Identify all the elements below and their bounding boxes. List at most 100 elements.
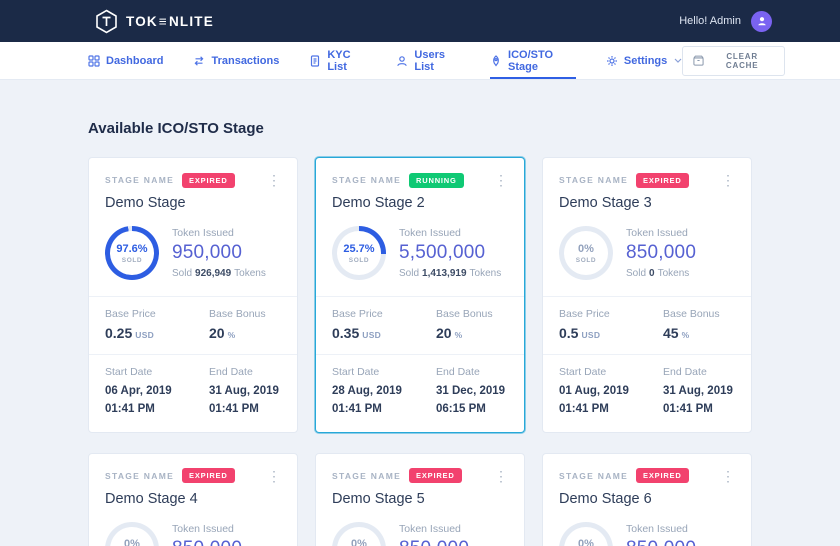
- nav-item-label: Dashboard: [106, 54, 164, 67]
- start-date-label: Start Date: [559, 366, 607, 378]
- user-icon: [396, 55, 408, 67]
- nav-item-label: ICO/STO Stage: [508, 48, 554, 73]
- brand-logo[interactable]: TOK ≡ NLITE: [95, 9, 214, 34]
- sold-tokens-line: Sold 0 Tokens: [626, 268, 690, 279]
- status-badge: EXPIRED: [409, 468, 462, 484]
- stage-name-label: STAGE NAME: [332, 470, 402, 481]
- nav-item-label: Settings: [623, 54, 668, 67]
- kebab-menu-icon[interactable]: ⋮: [721, 172, 735, 188]
- token-issued-value: 850,000: [399, 538, 469, 546]
- transactions-icon: [193, 55, 205, 67]
- token-issued-label: Token Issued: [172, 227, 234, 239]
- base-price-value: 0.35 USD: [332, 325, 382, 341]
- stage-card: STAGE NAME EXPIRED ⋮ Demo Stage 3 0% SOL…: [542, 157, 752, 433]
- kebab-menu-icon[interactable]: ⋮: [267, 172, 281, 188]
- nav-item-ico-sto-stage[interactable]: ICO/STO Stage: [490, 42, 576, 79]
- clear-cache-button[interactable]: CLEAR CACHE: [682, 45, 785, 76]
- token-issued-label: Token Issued: [399, 227, 461, 239]
- nav-item-label: Users List: [414, 48, 445, 73]
- status-badge: EXPIRED: [636, 468, 689, 484]
- token-issued-value: 5,500,000: [399, 242, 486, 263]
- base-price-label: Base Price: [105, 308, 156, 320]
- person-icon: [756, 15, 768, 27]
- kebab-menu-icon[interactable]: ⋮: [494, 467, 508, 484]
- status-badge: RUNNING: [409, 172, 464, 188]
- base-bonus-label: Base Bonus: [436, 308, 493, 320]
- stage-card: STAGE NAME RUNNING ⋮ Demo Stage 2 25.7% …: [315, 157, 525, 433]
- gear-icon: [606, 55, 618, 67]
- percent-sold-value: 0%: [578, 242, 594, 255]
- percent-sold-value: 0%: [578, 538, 594, 546]
- status-badge: EXPIRED: [182, 468, 235, 484]
- nav-item-users-list[interactable]: Users List: [396, 42, 460, 79]
- progress-ring: 0% SOLD: [332, 521, 386, 546]
- end-date-label: End Date: [663, 366, 707, 378]
- stage-title: Demo Stage 5: [332, 490, 425, 507]
- stage-title: Demo Stage: [105, 195, 186, 211]
- sold-tokens-line: Sold 926,949 Tokens: [172, 268, 266, 279]
- document-icon: [309, 54, 321, 67]
- percent-sold-value: 97.6%: [116, 242, 148, 255]
- top-header: TOK ≡ NLITE Hello! Admin: [0, 0, 840, 42]
- nav-item-dashboard[interactable]: Dashboard: [88, 42, 163, 79]
- nav-item-label: Transactions: [211, 54, 280, 67]
- progress-ring: 0% SOLD: [105, 521, 159, 546]
- base-price-value: 0.25 USD: [105, 325, 155, 341]
- progress-ring: 0% SOLD: [559, 521, 613, 546]
- base-bonus-value: 20%: [209, 325, 236, 341]
- token-issued-value: 850,000: [626, 242, 697, 263]
- end-date-label: End Date: [209, 366, 253, 378]
- progress-ring: 97.6% SOLD: [105, 226, 159, 280]
- stage-card-grid: STAGE NAME EXPIRED ⋮ Demo Stage 97.6% SO…: [88, 157, 752, 546]
- base-bonus-label: Base Bonus: [663, 308, 720, 320]
- start-date-value: 06 Apr, 2019 01:41 PM: [105, 385, 172, 415]
- end-date-label: End Date: [436, 366, 480, 378]
- nav-item-kyc-list[interactable]: KYC List: [309, 42, 366, 79]
- token-issued-label: Token Issued: [626, 522, 688, 535]
- stage-name-label: STAGE NAME: [559, 175, 629, 185]
- end-date-value: 31 Aug, 2019 01:41 PM: [209, 385, 279, 415]
- sold-caption: SOLD: [121, 256, 143, 264]
- base-bonus-value: 45%: [663, 325, 690, 341]
- brand-name: TOK ≡ NLITE: [126, 13, 214, 29]
- progress-ring: 25.7% SOLD: [332, 226, 386, 280]
- user-avatar[interactable]: [751, 10, 772, 32]
- base-price-value: 0.5 USD: [559, 325, 601, 341]
- percent-sold-value: 0%: [124, 538, 140, 546]
- stage-title: Demo Stage 4: [105, 490, 198, 507]
- main-content: Available ICO/STO Stage STAGE NAME EXPIR…: [0, 80, 840, 546]
- sold-tokens-line: Sold 1,413,919 Tokens: [399, 268, 502, 279]
- stage-card: STAGE NAME EXPIRED ⋮ Demo Stage 6 0% SOL…: [542, 452, 752, 546]
- cache-box-icon: [693, 55, 704, 66]
- nav-item-label: KYC List: [327, 48, 351, 73]
- base-price-label: Base Price: [559, 308, 610, 320]
- start-date-label: Start Date: [105, 366, 153, 378]
- stage-name-label: STAGE NAME: [332, 175, 402, 185]
- stage-name-label: STAGE NAME: [105, 470, 175, 481]
- status-badge: EXPIRED: [182, 172, 235, 188]
- base-price-label: Base Price: [332, 308, 383, 320]
- rocket-icon: [490, 54, 502, 67]
- clear-cache-label: CLEAR CACHE: [725, 51, 759, 70]
- token-issued-value: 850,000: [172, 538, 242, 546]
- status-badge: EXPIRED: [636, 172, 689, 188]
- kebab-menu-icon[interactable]: ⋮: [267, 467, 281, 484]
- nav-item-transactions[interactable]: Transactions: [193, 42, 279, 79]
- kebab-menu-icon[interactable]: ⋮: [494, 172, 508, 188]
- stage-title: Demo Stage 6: [559, 490, 652, 507]
- main-nav: Dashboard Transactions KYC List: [0, 42, 840, 80]
- nav-item-settings[interactable]: Settings: [606, 42, 682, 79]
- token-issued-label: Token Issued: [172, 522, 234, 535]
- end-date-value: 31 Aug, 2019 01:41 PM: [663, 385, 733, 415]
- kebab-menu-icon[interactable]: ⋮: [721, 467, 735, 484]
- start-date-label: Start Date: [332, 366, 380, 378]
- sold-caption: SOLD: [575, 256, 597, 264]
- stage-title: Demo Stage 3: [559, 195, 652, 211]
- token-issued-label: Token Issued: [626, 227, 688, 239]
- start-date-value: 01 Aug, 2019 01:41 PM: [559, 385, 629, 415]
- stage-name-label: STAGE NAME: [105, 175, 175, 185]
- base-bonus-value: 20%: [436, 325, 463, 341]
- start-date-value: 28 Aug, 2019 01:41 PM: [332, 385, 402, 415]
- stage-title: Demo Stage 2: [332, 195, 425, 211]
- brand-logo-icon: [95, 9, 118, 34]
